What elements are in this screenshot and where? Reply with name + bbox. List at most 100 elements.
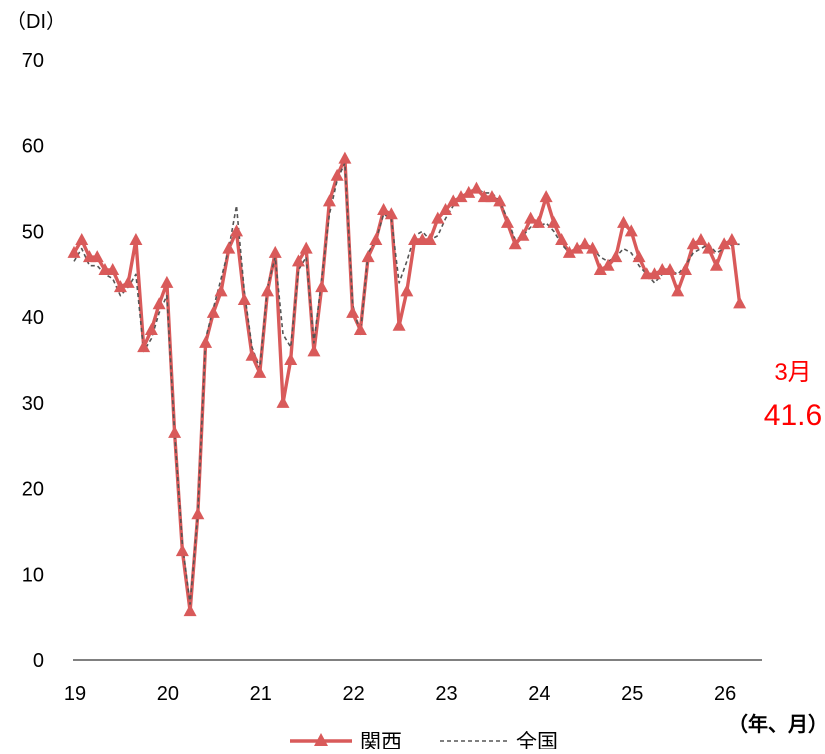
data-point-marker xyxy=(369,233,383,245)
data-point-marker xyxy=(245,348,259,361)
data-point-marker xyxy=(322,194,336,207)
data-point-marker xyxy=(353,323,367,335)
legend-marker-kansai xyxy=(314,733,328,746)
data-point-marker xyxy=(307,344,321,357)
data-point-marker xyxy=(160,275,174,288)
y-tick-label: 40 xyxy=(22,307,44,329)
data-point-marker xyxy=(469,181,483,194)
data-point-marker xyxy=(531,215,545,228)
x-tick-label: 22 xyxy=(343,683,365,705)
data-point-marker xyxy=(617,215,631,228)
data-point-marker xyxy=(183,604,197,617)
data-point-marker xyxy=(725,233,739,245)
data-point-marker xyxy=(106,263,120,275)
data-point-marker xyxy=(315,280,329,293)
data-point-marker xyxy=(175,544,189,557)
data-point-marker xyxy=(129,233,143,245)
data-point-marker xyxy=(299,241,313,254)
data-point-marker xyxy=(152,297,166,310)
data-point-marker xyxy=(717,237,731,250)
x-axis-unit-label: （年、月） xyxy=(728,712,825,736)
data-point-marker xyxy=(330,168,344,181)
data-point-marker xyxy=(562,245,576,258)
x-tick-label: 26 xyxy=(714,683,736,705)
data-point-marker xyxy=(686,237,700,250)
data-point-marker xyxy=(214,284,228,297)
data-point-marker xyxy=(392,318,406,331)
data-point-marker xyxy=(733,296,747,309)
x-tick-label: 20 xyxy=(157,683,179,705)
y-axis-unit-label: （DI） xyxy=(6,10,66,33)
x-tick-label: 24 xyxy=(528,683,550,705)
data-point-marker xyxy=(291,254,305,267)
x-tick-label: 25 xyxy=(621,683,643,705)
y-tick-label: 10 xyxy=(22,564,44,586)
data-point-marker xyxy=(570,241,584,254)
data-point-marker xyxy=(338,151,352,164)
annotation-value: 41.6 xyxy=(764,399,822,432)
data-point-marker xyxy=(384,207,398,220)
data-point-marker xyxy=(144,323,158,335)
data-point-marker xyxy=(601,258,615,271)
y-tick-label: 0 xyxy=(33,650,44,672)
data-point-marker xyxy=(276,395,290,408)
y-tick-label: 60 xyxy=(22,136,44,158)
data-point-marker xyxy=(578,237,592,250)
data-point-marker xyxy=(439,203,453,215)
data-point-marker xyxy=(268,245,282,258)
data-point-marker xyxy=(524,211,538,224)
data-point-marker xyxy=(67,245,81,258)
data-point-marker xyxy=(90,250,104,263)
data-point-marker xyxy=(508,237,522,250)
data-point-marker xyxy=(648,267,661,280)
data-point-marker xyxy=(454,190,468,203)
data-point-marker xyxy=(230,224,244,237)
data-point-marker xyxy=(516,228,530,241)
data-point-marker xyxy=(609,250,623,263)
data-point-marker xyxy=(113,280,127,293)
data-point-marker xyxy=(361,250,375,263)
data-point-marker xyxy=(593,263,607,275)
series-line-zenkoku xyxy=(73,162,740,606)
x-tick-label: 21 xyxy=(250,683,272,705)
y-tick-label: 50 xyxy=(22,221,44,243)
data-point-marker xyxy=(632,250,646,263)
data-point-marker xyxy=(547,215,561,228)
data-point-marker xyxy=(237,293,251,305)
y-tick-label: 20 xyxy=(22,479,44,501)
data-point-marker xyxy=(709,258,723,271)
data-point-marker xyxy=(555,233,569,245)
data-point-marker xyxy=(586,241,600,254)
data-point-marker xyxy=(199,335,213,348)
data-point-marker xyxy=(485,190,499,203)
y-tick-label: 30 xyxy=(22,393,44,415)
data-point-marker xyxy=(462,185,476,198)
data-point-marker xyxy=(222,241,236,254)
annotation-month: 3月 xyxy=(774,359,811,386)
data-point-marker xyxy=(284,353,298,365)
data-point-marker xyxy=(423,233,437,245)
data-point-marker xyxy=(346,305,360,318)
data-point-marker xyxy=(253,365,267,378)
data-point-marker xyxy=(694,233,708,245)
data-point-marker xyxy=(75,233,89,245)
data-point-marker xyxy=(137,340,151,353)
data-point-marker xyxy=(446,194,460,207)
data-point-marker xyxy=(206,305,220,318)
data-point-marker xyxy=(261,284,274,297)
legend-label-kansai: 関西 xyxy=(360,731,402,749)
data-point-marker xyxy=(121,275,135,288)
data-point-marker xyxy=(624,224,638,237)
data-point-marker xyxy=(663,263,677,275)
x-tick-label: 19 xyxy=(64,683,86,705)
data-point-marker xyxy=(168,425,182,438)
data-point-marker xyxy=(500,215,514,228)
data-point-marker xyxy=(539,190,553,203)
data-point-marker xyxy=(671,284,685,297)
data-point-marker xyxy=(400,284,414,297)
data-point-marker xyxy=(678,263,692,275)
x-tick-label: 23 xyxy=(435,683,457,705)
data-point-marker xyxy=(493,194,507,207)
